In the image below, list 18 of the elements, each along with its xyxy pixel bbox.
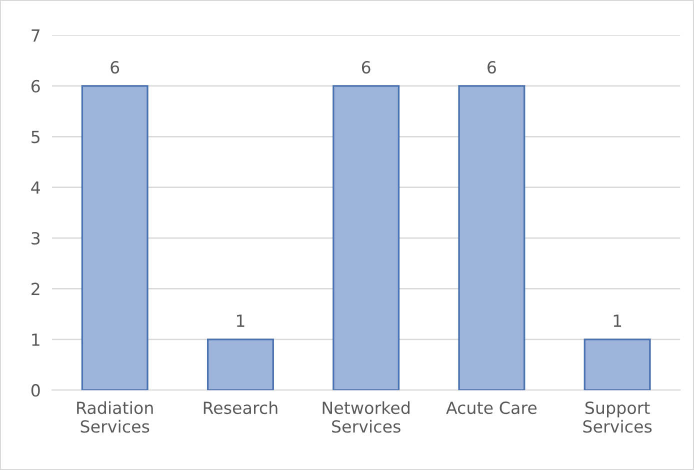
y-tick-label: 7 bbox=[32, 29, 40, 42]
x-tick-label: Support Services bbox=[583, 402, 652, 433]
x-tick-label: Acute Care bbox=[446, 402, 537, 414]
x-tick-label: Research bbox=[204, 401, 278, 414]
data-label: 6 bbox=[110, 60, 120, 74]
y-tick-label: 4 bbox=[31, 182, 40, 194]
x-tick-label: Networked Services bbox=[322, 401, 410, 433]
data-label: 6 bbox=[362, 60, 370, 74]
x-tick-label: Radiation Services bbox=[77, 401, 153, 433]
y-tick-label: 1 bbox=[32, 334, 40, 346]
data-label: 1 bbox=[614, 314, 622, 327]
y-tick-label: 6 bbox=[32, 80, 40, 93]
data-label: 6 bbox=[488, 60, 496, 74]
y-tick-label: 3 bbox=[32, 232, 40, 245]
data-label: 1 bbox=[237, 314, 244, 327]
y-tick-label: 5 bbox=[32, 130, 40, 144]
y-tick-label: 0 bbox=[31, 384, 40, 397]
y-tick-label: 2 bbox=[32, 282, 40, 296]
